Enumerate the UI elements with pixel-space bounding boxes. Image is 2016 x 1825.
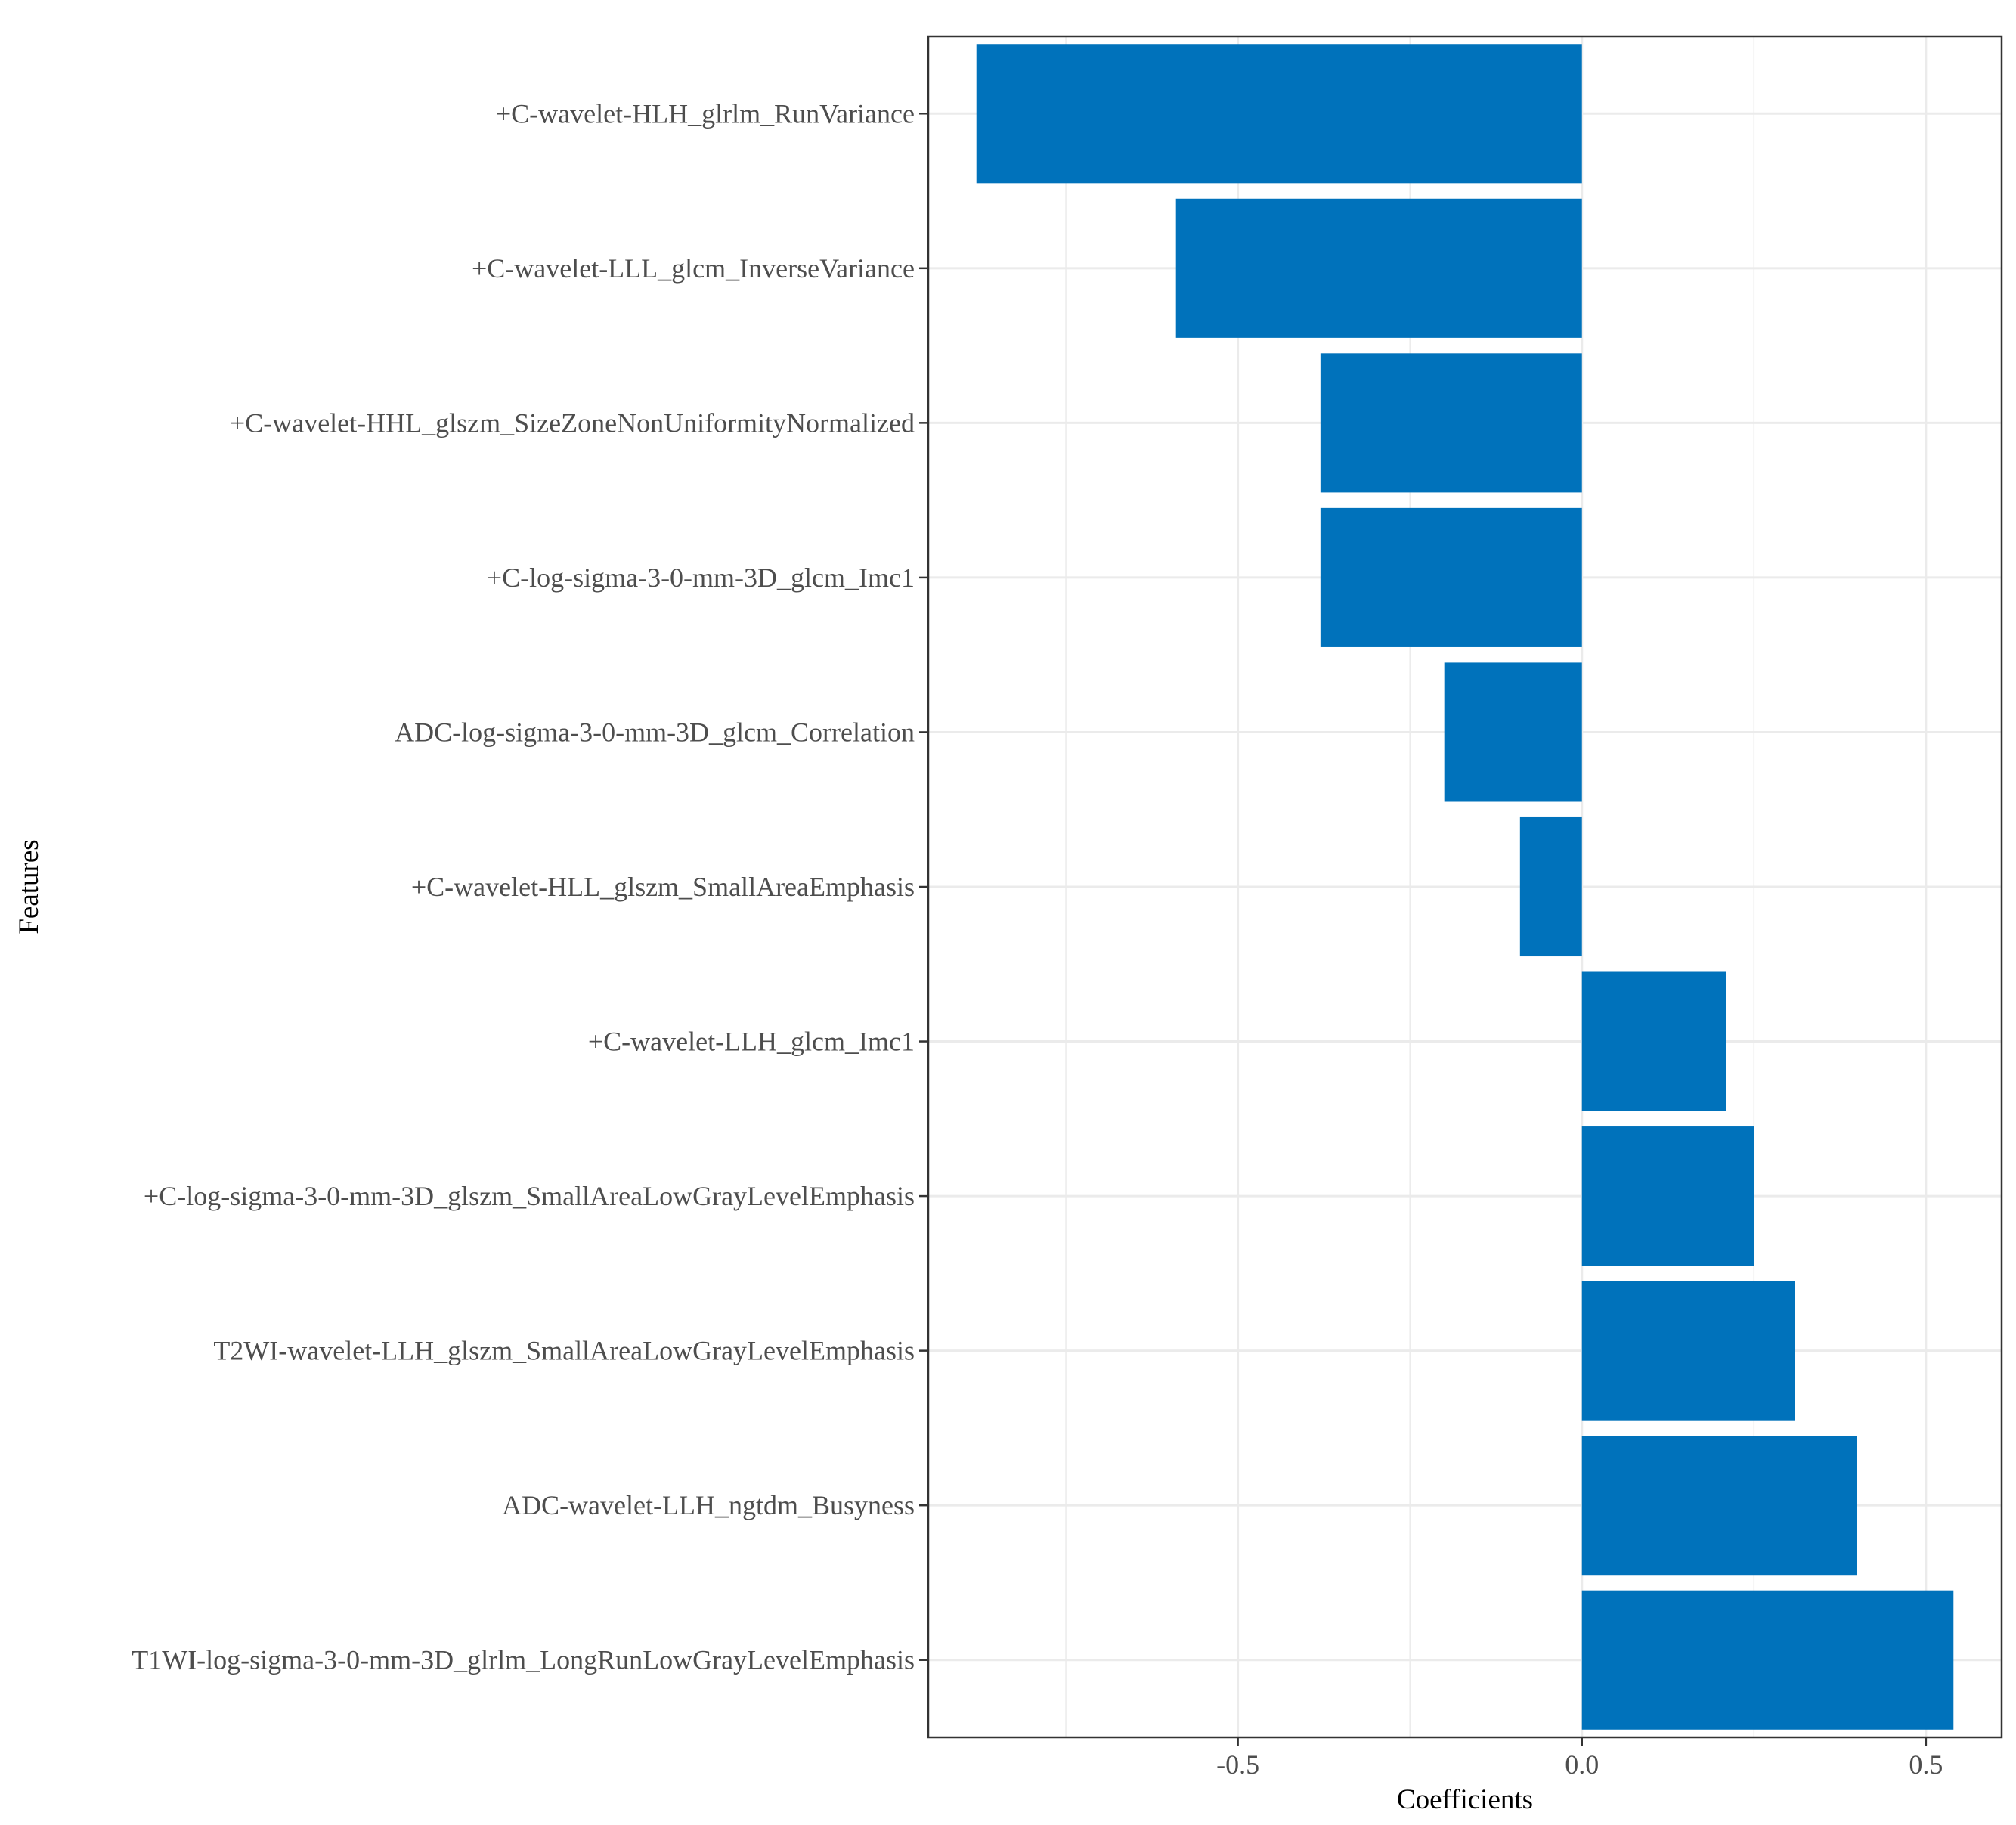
y-tick-label: +C-wavelet-LLL_glcm_InverseVariance (472, 253, 915, 284)
bar (1175, 198, 1582, 338)
y-tick-label: +C-wavelet-HHL_glszm_SizeZoneNonUniformi… (230, 407, 915, 438)
x-tick-label: -0.5 (1216, 1749, 1259, 1780)
bar (1320, 507, 1582, 647)
x-axis-title: Coefficients (1397, 1784, 1533, 1815)
bars (976, 44, 1954, 1730)
y-tick-label: T1WI-log-sigma-3-0-mm-3D_glrlm_LongRunLo… (132, 1645, 915, 1675)
y-tick-label: +C-wavelet-LLH_glcm_Imc1 (588, 1027, 915, 1057)
y-tick-label: T2WI-wavelet-LLH_glszm_SmallAreaLowGrayL… (213, 1336, 915, 1366)
bar (1581, 1436, 1857, 1576)
y-tick-label: +C-log-sigma-3-0-mm-3D_glcm_Imc1 (487, 562, 915, 593)
y-tick-label: +C-wavelet-HLH_glrlm_RunVariance (496, 98, 915, 129)
bar (1581, 1126, 1754, 1266)
bar (1581, 1590, 1954, 1730)
y-tick-label: ADC-log-sigma-3-0-mm-3D_glcm_Correlation (395, 717, 915, 747)
y-tick-label: ADC-wavelet-LLH_ngtdm_Busyness (502, 1490, 915, 1520)
bar (976, 44, 1582, 184)
y-tick-label: +C-log-sigma-3-0-mm-3D_glszm_SmallAreaLo… (144, 1181, 915, 1211)
x-tick-label: 0.0 (1565, 1749, 1599, 1780)
y-tick-label: +C-wavelet-HLL_glszm_SmallAreaEmphasis (411, 872, 915, 902)
y-axis-ticks: +C-wavelet-HLH_glrlm_RunVariance +C-wavel… (132, 98, 928, 1675)
bar (1519, 816, 1582, 957)
bar (1581, 971, 1726, 1111)
x-tick-label: 0.5 (1909, 1749, 1943, 1780)
bar (1320, 353, 1582, 493)
y-axis-title: Features (14, 839, 45, 934)
bar (1444, 662, 1582, 802)
bar (1581, 1281, 1795, 1421)
x-axis-ticks: -0.5 0.0 0.5 (1216, 1737, 1943, 1780)
